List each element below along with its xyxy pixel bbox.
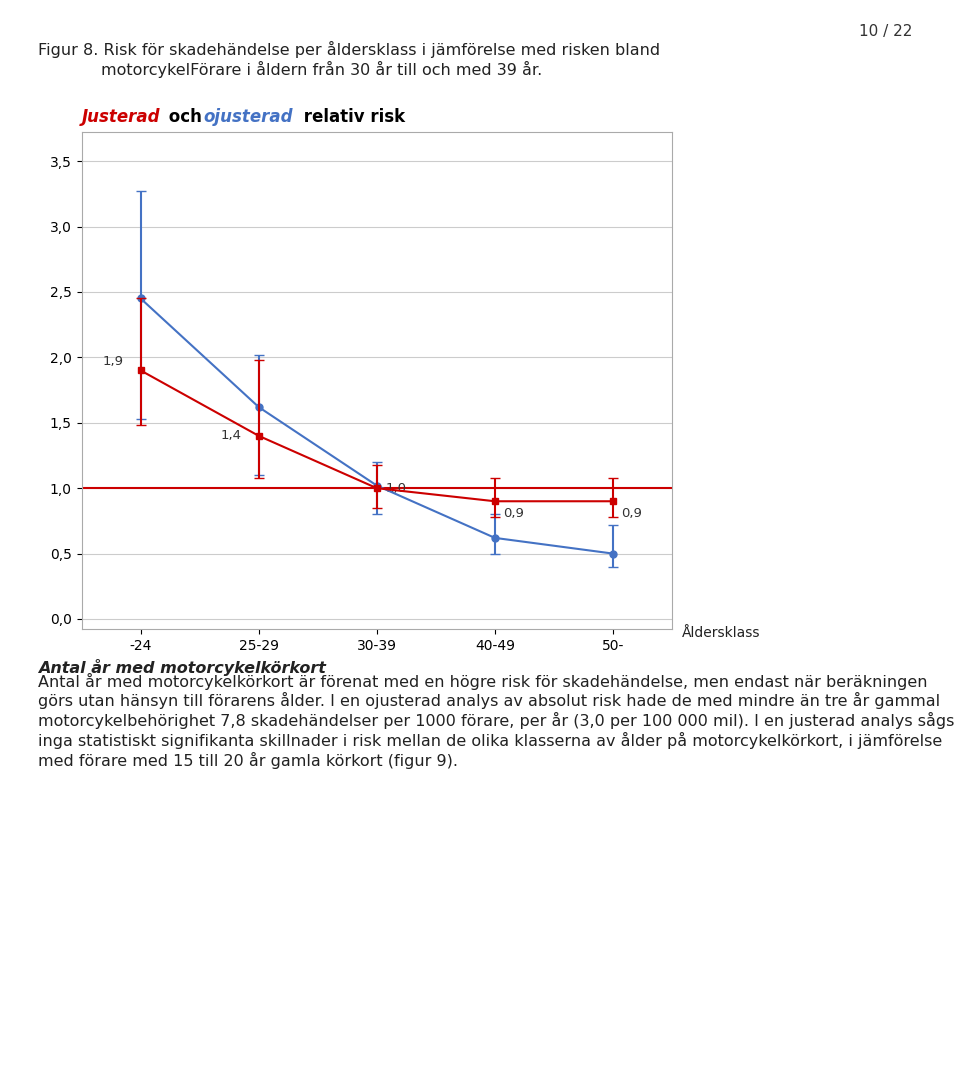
Text: motorcykelFörare i åldern från 30 år till och med 39 år.: motorcykelFörare i åldern från 30 år til… xyxy=(101,61,542,79)
Text: Antal år med motorcykelkörkort är förenat med en högre risk för skadehändelse, m: Antal år med motorcykelkörkort är förena… xyxy=(38,672,955,768)
Text: 1,9: 1,9 xyxy=(103,355,124,368)
Text: relativ risk: relativ risk xyxy=(298,108,405,126)
Text: 0,9: 0,9 xyxy=(503,507,524,520)
Text: 1,4: 1,4 xyxy=(221,429,242,442)
Text: Figur 8. Risk för skadehändelse per åldersklass i jämförelse med risken bland: Figur 8. Risk för skadehändelse per ålde… xyxy=(38,41,660,58)
Text: Antal år med motorcykelkörkort: Antal år med motorcykelkörkort xyxy=(38,659,326,676)
Text: ojusterad: ojusterad xyxy=(204,108,293,126)
Text: 0,9: 0,9 xyxy=(621,507,642,520)
Text: Åldersklass: Åldersklass xyxy=(682,626,760,640)
Text: 10 / 22: 10 / 22 xyxy=(858,24,912,39)
Text: och: och xyxy=(163,108,207,126)
Text: Justerad: Justerad xyxy=(82,108,160,126)
Text: 1,0: 1,0 xyxy=(385,482,406,495)
